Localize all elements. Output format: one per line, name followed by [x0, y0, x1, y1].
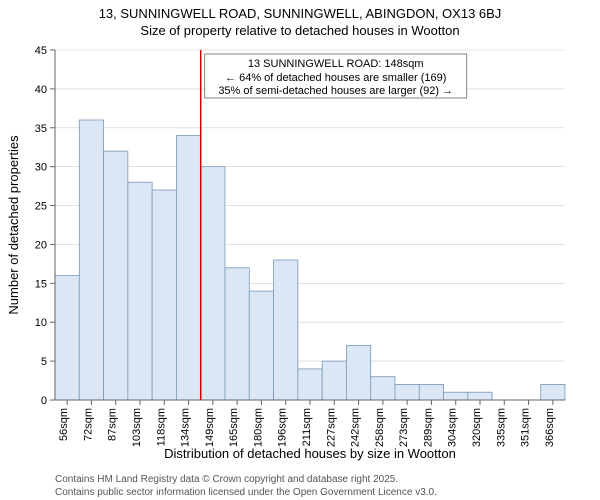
- bar: [55, 276, 79, 400]
- xtick-label: 320sqm: [471, 408, 483, 447]
- y-axis-label: Number of detached properties: [6, 135, 21, 315]
- bar: [298, 369, 322, 400]
- bar: [371, 377, 395, 400]
- ytick-label: 20: [35, 239, 47, 251]
- chart-title-2: Size of property relative to detached ho…: [140, 23, 459, 38]
- bar: [541, 384, 565, 400]
- annotation-line2: ← 64% of detached houses are smaller (16…: [225, 72, 446, 84]
- footer-1: Contains HM Land Registry data © Crown c…: [55, 474, 398, 485]
- ytick-label: 10: [35, 317, 47, 329]
- bar: [152, 190, 176, 400]
- bar: [322, 361, 346, 400]
- xtick-label: 273sqm: [398, 408, 410, 447]
- xtick-label: 134sqm: [180, 408, 192, 447]
- bar: [419, 384, 443, 400]
- ytick-label: 35: [35, 123, 47, 135]
- footer-2: Contains public sector information licen…: [55, 487, 437, 498]
- xtick-label: 304sqm: [447, 408, 459, 447]
- bar: [274, 260, 298, 400]
- xtick-label: 165sqm: [228, 408, 240, 447]
- ytick-label: 15: [35, 278, 47, 290]
- bar: [201, 167, 225, 400]
- bar: [249, 291, 273, 400]
- xtick-label: 56sqm: [58, 408, 70, 441]
- ytick-label: 45: [35, 45, 47, 57]
- histogram-svg: 13, SUNNINGWELL ROAD, SUNNINGWELL, ABING…: [0, 0, 600, 500]
- ytick-label: 5: [41, 356, 47, 368]
- bar: [104, 151, 128, 400]
- ytick-label: 40: [35, 84, 47, 96]
- bar: [346, 346, 370, 400]
- bar: [468, 392, 492, 400]
- ytick-label: 0: [41, 395, 47, 407]
- xtick-label: 87sqm: [107, 408, 119, 441]
- bar: [444, 392, 468, 400]
- chart-title-1: 13, SUNNINGWELL ROAD, SUNNINGWELL, ABING…: [99, 6, 502, 21]
- bar: [225, 268, 249, 400]
- xtick-label: 149sqm: [204, 408, 216, 447]
- bar: [176, 136, 200, 400]
- ytick-label: 30: [35, 162, 47, 174]
- xtick-label: 227sqm: [325, 408, 337, 447]
- xtick-label: 366sqm: [544, 408, 556, 447]
- xtick-label: 103sqm: [131, 408, 143, 447]
- xtick-label: 258sqm: [374, 408, 386, 447]
- annotation-line3: 35% of semi-detached houses are larger (…: [218, 85, 453, 97]
- xtick-label: 180sqm: [252, 408, 264, 447]
- xtick-label: 289sqm: [422, 408, 434, 447]
- x-axis-label: Distribution of detached houses by size …: [164, 446, 456, 461]
- xtick-label: 351sqm: [520, 408, 532, 447]
- xtick-label: 242sqm: [350, 408, 362, 447]
- chart-container: { "chart": { "type": "histogram", "title…: [0, 0, 600, 500]
- ytick-label: 25: [35, 201, 47, 213]
- xtick-label: 211sqm: [301, 408, 313, 446]
- bar: [128, 182, 152, 400]
- annotation-line1: 13 SUNNINGWELL ROAD: 148sqm: [248, 58, 424, 70]
- bar: [395, 384, 419, 400]
- xtick-label: 196sqm: [277, 408, 289, 447]
- xtick-label: 118sqm: [155, 408, 167, 446]
- bar: [79, 120, 103, 400]
- xtick-label: 335sqm: [495, 408, 507, 447]
- xtick-label: 72sqm: [82, 408, 94, 441]
